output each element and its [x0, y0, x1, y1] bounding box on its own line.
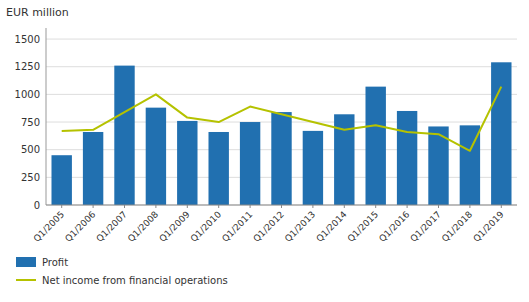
plot-area [51, 62, 511, 205]
bar [114, 66, 134, 205]
bar [240, 122, 260, 205]
x-tick [344, 205, 345, 208]
x-tick-label: Q1/2019 [471, 209, 506, 244]
x-tick [155, 205, 156, 208]
bar [83, 132, 103, 205]
x-tick [218, 205, 219, 208]
y-axis: 0 250 500 750 1000 1250 1500 [15, 28, 517, 211]
y-tick-label: 0 [34, 200, 40, 211]
x-tick [469, 205, 470, 208]
bar [177, 121, 197, 205]
legend-label: Net income from financial operations [42, 275, 228, 286]
x-tick [375, 205, 376, 208]
x-tick-label: Q1/2013 [283, 209, 317, 243]
chart: 0 250 500 750 1000 1250 1500 EUR million Q1/2005… [0, 0, 529, 302]
x-tick [312, 205, 313, 208]
x-tick-label: Q1/2007 [94, 209, 128, 243]
x-tick [93, 205, 94, 208]
x-tick-label: Q1/2018 [440, 209, 475, 244]
x-tick-label: Q1/2012 [251, 209, 285, 243]
bar [397, 111, 417, 205]
line [62, 87, 502, 151]
y-tick-label: 500 [21, 144, 40, 155]
x-tick [250, 205, 251, 208]
y-tick-label: 1250 [15, 61, 40, 72]
bar [208, 132, 228, 205]
bar [303, 131, 323, 205]
x-tick-label: Q1/2011 [220, 209, 254, 243]
x-tick-label: Q1/2010 [189, 209, 224, 244]
x-tick-label: Q1/2009 [157, 209, 192, 244]
grid-line [46, 39, 517, 40]
legend: Profit Net income from financial operatio… [16, 257, 228, 286]
bar [51, 155, 71, 205]
x-tick [187, 205, 188, 208]
x-tick [407, 205, 408, 208]
bar [146, 108, 166, 205]
y-tick-label: 750 [21, 117, 40, 128]
y-tick-label: 250 [21, 172, 40, 183]
y-axis-line [46, 28, 47, 205]
x-tick [281, 205, 282, 208]
x-tick-label: Q1/2008 [126, 209, 161, 244]
x-tick [438, 205, 439, 208]
y-tick-label: 1500 [15, 34, 40, 45]
legend-swatch [16, 279, 36, 281]
x-tick-label: Q1/2006 [63, 209, 98, 244]
x-tick [501, 205, 502, 208]
x-tick-label: Q1/2016 [377, 209, 412, 244]
x-tick-label: Q1/2014 [314, 209, 349, 244]
y-tick-label: 1000 [15, 89, 40, 100]
x-tick [61, 205, 62, 208]
x-tick-label: Q1/2015 [346, 209, 380, 243]
bar [491, 62, 511, 205]
x-tick-label: Q1/2017 [408, 209, 442, 243]
y-axis-label: EUR million [6, 6, 69, 19]
legend-label: Profit [42, 257, 68, 268]
x-axis: Q1/2005Q1/2006Q1/2007Q1/2008Q1/2009Q1/20… [32, 205, 517, 244]
bar [365, 87, 385, 205]
legend-swatch [16, 257, 36, 267]
x-tick [124, 205, 125, 208]
bar [271, 112, 291, 205]
x-tick-label: Q1/2005 [32, 209, 66, 243]
chart-container: 0 250 500 750 1000 1250 1500 EUR million Q1/2005… [0, 0, 529, 302]
